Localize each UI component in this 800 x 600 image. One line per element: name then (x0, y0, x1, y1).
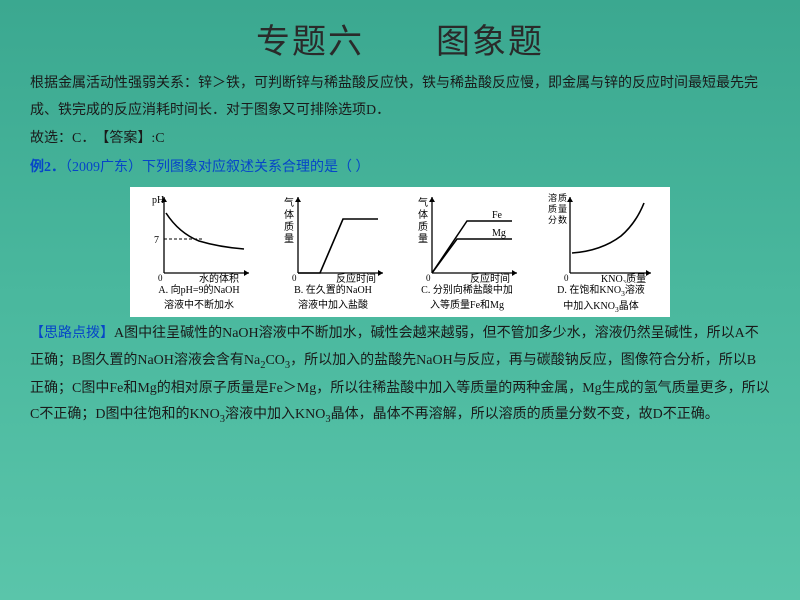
chart-d-cap2: 中加入KNO3晶体 (536, 301, 666, 314)
svg-text:0: 0 (426, 273, 431, 283)
chart-c-cap1: C. 分别向稀盐酸中加 (402, 285, 532, 298)
svg-text:体: 体 (418, 209, 428, 221)
chart-d: 溶 质 质 量 分 数 0 KNO₃质量 D. 在饱和KNO3溶液 中加入KNO… (536, 191, 666, 314)
chart-a-ylabel: pH (152, 195, 164, 206)
chart-b: 气 体 质 量 0 反应时间 B. 在久置的NaOH 溶液中加入盐酸 (268, 191, 398, 312)
svg-text:质: 质 (418, 221, 428, 233)
chart-a-cap2: 溶液中不断加水 (134, 300, 264, 313)
analysis-block: 【思路点拨】A图中往呈碱性的NaOH溶液中不断加水，碱性会越来越弱，但不管加多少… (30, 321, 770, 430)
chart-b-cap1: B. 在久置的NaOH (268, 285, 398, 298)
svg-text:质: 质 (548, 203, 557, 214)
svg-text:量: 量 (284, 233, 294, 245)
svg-text:质: 质 (284, 221, 294, 233)
chart-d-svg: 溶 质 质 量 分 数 0 KNO₃质量 (546, 191, 656, 283)
analysis-text: A图中往呈碱性的NaOH溶液中不断加水，碱性会越来越弱，但不管加多少水，溶液仍然… (30, 326, 770, 422)
chart-d-cap1: D. 在饱和KNO3溶液 (536, 285, 666, 298)
intro-p2: 故选：C． 【答案】:C (30, 126, 770, 153)
svg-text:量: 量 (418, 233, 428, 245)
svg-text:溶: 溶 (548, 192, 557, 203)
chart-b-svg: 气 体 质 量 0 反应时间 (278, 191, 388, 283)
svg-text:分: 分 (548, 215, 557, 225)
chart-c-svg: 气 体 质 量 Fe Mg 0 反应时间 (412, 191, 522, 283)
chart-c-fe: Fe (492, 210, 503, 221)
chart-a-ytick: 7 (154, 235, 159, 246)
chart-c-mg: Mg (492, 228, 506, 239)
chart-a-cap1: A. 向pH=9的NaOH (134, 285, 264, 298)
chart-a-svg: pH 7 0 水的体积 (144, 191, 254, 283)
svg-text:气: 气 (418, 196, 428, 209)
page-title: 专题六 图象题 (0, 0, 800, 71)
chart-b-xlabel: 反应时间 (336, 272, 376, 283)
chart-a-xlabel: 水的体积 (199, 272, 239, 283)
svg-text:0: 0 (292, 273, 297, 283)
svg-text:体: 体 (284, 209, 294, 221)
example-source: （2009广东） (65, 160, 142, 175)
charts-row: pH 7 0 水的体积 A. 向pH=9的NaOH 溶液中不断加水 气 体 质 … (130, 187, 670, 317)
svg-text:0: 0 (564, 273, 569, 283)
chart-b-yv1: 气 (284, 196, 294, 209)
example-prefix: 例2． (30, 160, 65, 175)
intro-p1: 根据金属活动性强弱关系：锌＞铁，可判断锌与稀盐酸反应快，铁与稀盐酸反应慢，即金属… (30, 71, 770, 124)
chart-a: pH 7 0 水的体积 A. 向pH=9的NaOH 溶液中不断加水 (134, 191, 264, 312)
svg-text:量: 量 (558, 204, 567, 214)
svg-text:数: 数 (558, 214, 567, 225)
chart-b-cap2: 溶液中加入盐酸 (268, 300, 398, 313)
svg-text:质: 质 (558, 192, 567, 203)
svg-text:0: 0 (158, 273, 163, 283)
content-area: 根据金属活动性强弱关系：锌＞铁，可判断锌与稀盐酸反应快，铁与稀盐酸反应慢，即金属… (0, 71, 800, 430)
example-question: 下列图象对应叙述关系合理的是（ ） (142, 160, 370, 175)
example-line: 例2．（2009广东）下列图象对应叙述关系合理的是（ ） (30, 155, 770, 182)
chart-c-cap2: 入等质量Fe和Mg (402, 300, 532, 313)
chart-c-xlabel: 反应时间 (470, 272, 510, 283)
chart-c: 气 体 质 量 Fe Mg 0 反应时间 C. 分别向稀盐酸中加 入等质量Fe和… (402, 191, 532, 312)
chart-d-xlabel: KNO₃质量 (601, 273, 646, 283)
analysis-label: 【思路点拨】 (30, 326, 114, 341)
